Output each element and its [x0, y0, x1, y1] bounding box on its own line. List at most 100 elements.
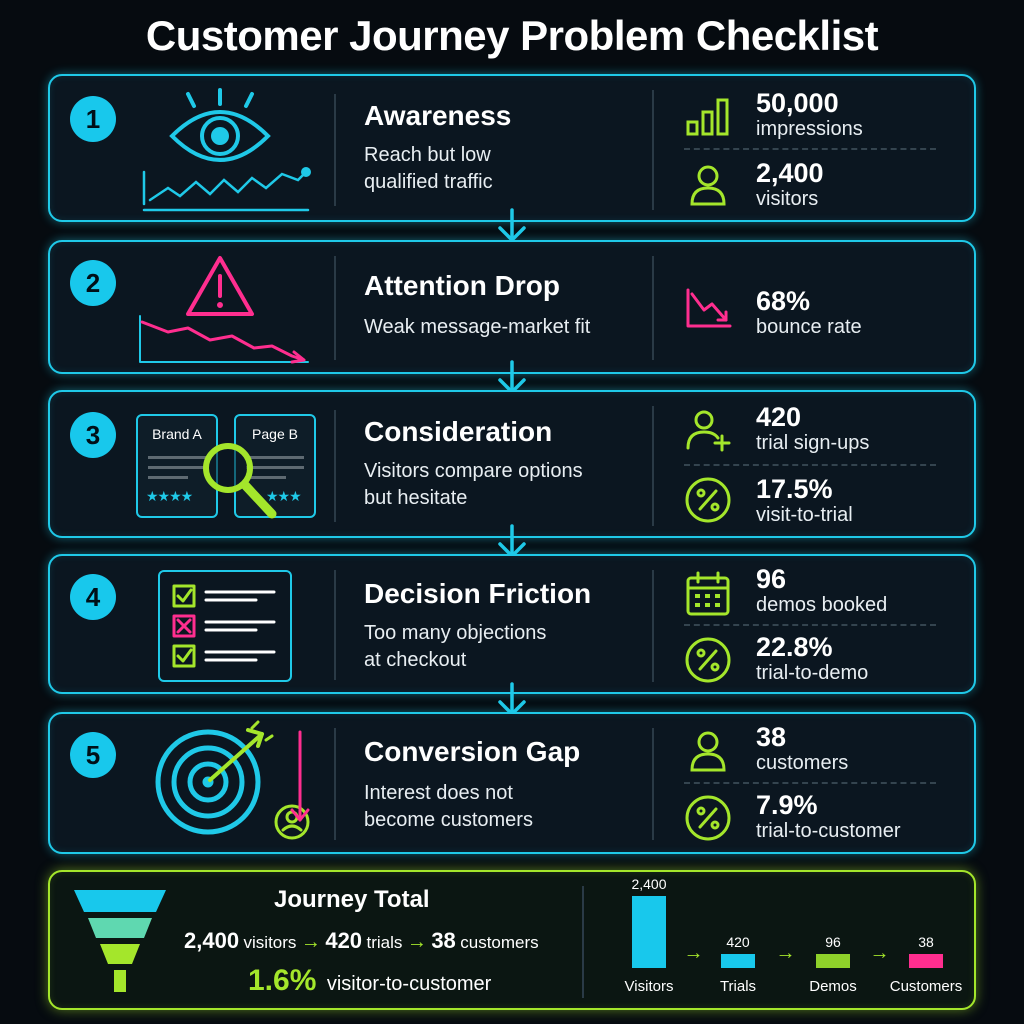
card-divider — [334, 410, 336, 522]
flow-unit: trials — [366, 933, 403, 952]
rate-label: visitor-to-customer — [326, 973, 492, 995]
description-line: become customers — [364, 809, 533, 831]
stage-card-attention-drop: 2 Attention Drop Weak message-market fit… — [48, 240, 976, 374]
chart-arrow-icon: → — [775, 942, 796, 964]
flow-value: 38 — [431, 928, 456, 953]
funnel-bar-chart: 2,400 Visitors → 420 Trials → 96 Demos → 38 Custom… — [590, 872, 970, 1008]
stage-number-badge: 2 — [70, 260, 116, 306]
chart-bar-visitors — [632, 896, 666, 968]
description-line: at checkout — [364, 649, 467, 671]
description-line: Too many objections — [364, 622, 547, 644]
flow-arrow-icon: → — [300, 931, 321, 953]
trend-down-icon — [686, 288, 732, 328]
text-line — [148, 476, 188, 479]
metric-divider — [684, 624, 936, 626]
magnifier-icon — [203, 443, 277, 519]
card-divider — [334, 256, 336, 360]
card-divider — [334, 94, 336, 206]
card-divider — [652, 406, 654, 526]
chart-value-label: 96 — [825, 934, 841, 950]
bar-chart-icon — [686, 98, 729, 136]
compare-card-label: Brand A — [152, 426, 202, 442]
summary-flow: 2,400 visitors → 420 trials → 38 custome… — [184, 928, 539, 954]
rate-value: 1.6% — [248, 964, 317, 997]
metric-value: 22.8% — [756, 632, 833, 662]
card-divider — [582, 886, 584, 998]
card-divider — [334, 570, 336, 680]
metric-divider — [684, 148, 936, 150]
stage-card-awareness: 1 Awareness Reach but low qualified traf… — [48, 74, 976, 222]
metric-value: 420 — [756, 402, 802, 432]
chart-category-label: Visitors — [624, 978, 674, 995]
user-plus-icon — [686, 410, 731, 452]
chart-category-label: Demos — [809, 978, 857, 995]
journey-total-card: Journey Total 2,400 visitors → 420 trial… — [48, 870, 976, 1010]
calendar-icon — [686, 571, 730, 616]
stage-number-badge: 5 — [70, 732, 116, 778]
stage-title: Consideration — [364, 416, 553, 447]
text-line — [148, 466, 206, 469]
stage-title: Awareness — [364, 100, 512, 131]
metric-label: trial-to-demo — [756, 662, 869, 684]
chart-value-label: 2,400 — [631, 876, 667, 892]
stage-description: Visitors compare options but hesitate — [364, 458, 644, 512]
percent-icon — [685, 477, 731, 523]
description-line: Interest does not — [364, 782, 513, 804]
description-line: Reach but low — [364, 144, 491, 166]
metric-label: visit-to-trial — [756, 504, 853, 526]
stage-number-badge: 3 — [70, 412, 116, 458]
stage-title: Decision Friction — [364, 578, 592, 609]
metric-value: 7.9% — [756, 790, 818, 820]
stage-description: Weak message-market fit — [364, 314, 644, 341]
stage-card-consideration: 3 Brand A ★★★★ Page B ★★★ Consideration … — [48, 390, 976, 538]
metric-value: 38 — [756, 722, 787, 752]
eye-traffic-icon — [142, 88, 311, 212]
conversion-rate: 1.6% visitor-to-customer — [248, 964, 491, 998]
metric-label: customers — [756, 752, 849, 774]
stage-number-badge: 4 — [70, 574, 116, 620]
text-line — [246, 466, 304, 469]
chart-arrow-icon: → — [683, 942, 704, 964]
page-title: Customer Journey Problem Checklist — [145, 12, 879, 59]
card-divider — [652, 570, 654, 682]
metric-value: 17.5% — [756, 474, 833, 504]
flow-unit: customers — [460, 933, 539, 952]
rating-stars-icon: ★★★ — [266, 488, 302, 504]
stage-description: Too many objections at checkout — [364, 620, 644, 674]
card-divider — [334, 728, 336, 840]
user-icon — [690, 165, 726, 206]
metric-divider — [684, 464, 936, 466]
user-icon — [690, 731, 726, 772]
flow-unit: visitors — [243, 933, 297, 952]
chart-bar-demos — [816, 954, 850, 968]
chart-value-label: 420 — [726, 934, 750, 950]
chart-value-label: 38 — [918, 934, 934, 950]
text-line — [246, 476, 286, 479]
rating-stars-icon: ★★★★ — [146, 488, 193, 504]
compare-card-label: Page B — [252, 426, 298, 442]
flow-arrow-icon: → — [406, 931, 427, 953]
chart-arrow-icon: → — [869, 942, 890, 964]
flow-value: 420 — [325, 928, 363, 953]
stage-description: Reach but low qualified traffic — [364, 142, 644, 196]
stage-description: Interest does not become customers — [364, 780, 644, 834]
metric-label: impressions — [756, 118, 863, 140]
stage-number-badge: 1 — [70, 96, 116, 142]
flow-value: 2,400 — [184, 928, 240, 953]
metric-divider — [684, 782, 936, 784]
stage-card-conversion-gap: 5 Conversion Gap Interest does not becom… — [48, 712, 976, 854]
card-divider — [652, 728, 654, 840]
metric-label: trial sign-ups — [756, 432, 870, 454]
metric-label: trial-to-customer — [756, 820, 901, 842]
percent-icon — [685, 637, 731, 683]
checklist-icon — [158, 570, 292, 682]
warning-decline-icon — [139, 256, 309, 364]
description-line: Visitors compare options — [364, 460, 583, 482]
description-line: qualified traffic — [364, 171, 493, 193]
funnel-icon — [74, 890, 166, 992]
text-line — [148, 456, 206, 459]
down-arrow-icon — [498, 208, 526, 242]
description-line: but hesitate — [364, 487, 468, 509]
chart-category-label: Customers — [889, 978, 963, 995]
metric-label: bounce rate — [756, 316, 862, 338]
